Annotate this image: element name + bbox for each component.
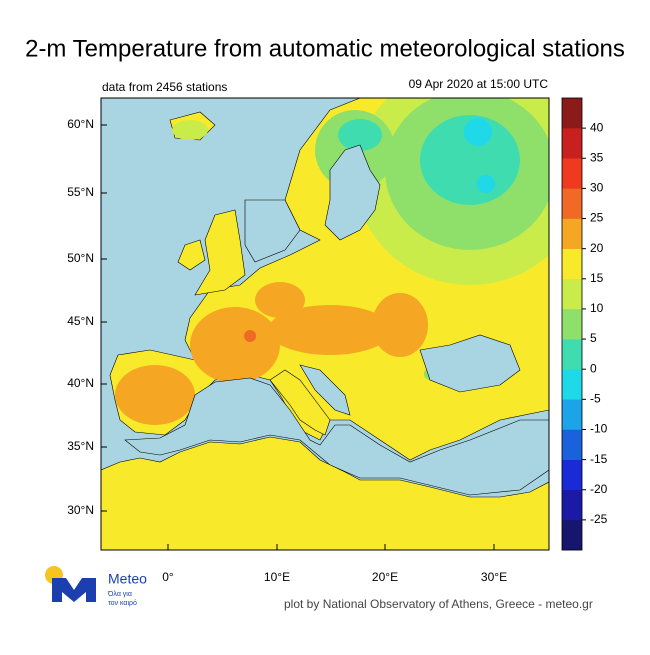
italy (269, 369, 331, 436)
colorbar-label: 40 (590, 120, 604, 134)
note-right: 09 Apr 2020 at 15:00 UTC (409, 77, 549, 91)
temp-zone (172, 120, 208, 140)
lon-label: 20°E (372, 570, 398, 584)
lon-label: 0° (162, 570, 174, 584)
colorbar-label: -25 (590, 512, 608, 526)
temp-zone (477, 175, 495, 193)
colorbar-segment (562, 399, 582, 430)
lat-label: 50°N (67, 251, 94, 265)
lat-label: 40°N (67, 376, 94, 390)
colorbar-label: 25 (590, 211, 604, 225)
colorbar-label: 35 (590, 150, 604, 164)
colorbar-segment (562, 278, 582, 310)
colorbar-segment (562, 308, 582, 340)
credit: plot by National Observatory of Athens, … (284, 597, 593, 611)
colorbar-segment (562, 489, 582, 521)
lat-label: 35°N (67, 439, 94, 453)
baltic (324, 144, 381, 241)
temp-zone (115, 365, 195, 425)
colorbar-label: 15 (590, 271, 604, 285)
map-frame (100, 97, 550, 551)
adriatic (299, 364, 351, 416)
africa (101, 436, 549, 550)
temp-zone (268, 305, 392, 355)
logo-mark (52, 578, 96, 602)
ireland (177, 239, 206, 271)
temp-zone (338, 119, 382, 151)
note-left: data from 2456 stations (102, 80, 227, 94)
logo: Meteo Όλα για τον καιρό (45, 566, 147, 607)
lon-label: 30°E (481, 570, 507, 584)
mediterranean (124, 377, 549, 496)
colorbar-label: 20 (590, 241, 604, 255)
colorbar-frame (561, 97, 583, 551)
colorbar-segment (562, 158, 582, 189)
colorbar-label: -20 (590, 482, 608, 496)
colorbar-label: 0 (590, 361, 597, 375)
logo-tagline: τον καιρό (108, 599, 137, 607)
title: 2-m Temperature from automatic meteorolo… (25, 35, 625, 62)
britain (194, 209, 246, 296)
temp-zone (255, 282, 305, 318)
colorbar-segment (562, 429, 582, 460)
colorbar-segment (562, 519, 582, 551)
temp-zone (464, 118, 492, 146)
temp-zone (372, 293, 428, 357)
colorbar-label: 30 (590, 181, 604, 195)
colorbar-segment (562, 339, 582, 370)
colorbar-label: 10 (590, 301, 604, 315)
lat-label: 30°N (67, 503, 94, 517)
black-sea (419, 334, 521, 393)
map (100, 97, 550, 551)
colorbar-label: 5 (590, 331, 597, 345)
lat-label: 45°N (67, 314, 94, 328)
north-sea (244, 199, 301, 263)
colorbar-segment (562, 188, 582, 219)
colorbar-label: -15 (590, 452, 608, 466)
colorbar-segment (562, 248, 582, 280)
colorbar-label: -5 (590, 392, 601, 406)
temp-zone (190, 307, 280, 383)
temp-zone (244, 330, 256, 342)
colorbar-segment (562, 459, 582, 491)
temp-zone (420, 115, 520, 205)
logo-name: Meteo (108, 571, 147, 587)
lon-label: 10°E (264, 570, 290, 584)
lat-label: 60°N (67, 117, 94, 131)
colorbar-segment (562, 218, 582, 249)
lat-label: 55°N (67, 185, 94, 199)
colorbar-label: -10 (590, 422, 608, 436)
colorbar-segment (562, 128, 582, 159)
colorbar-segment (562, 369, 582, 400)
colorbar-segment (562, 98, 582, 129)
logo-tagline: Όλα για (107, 591, 132, 598)
